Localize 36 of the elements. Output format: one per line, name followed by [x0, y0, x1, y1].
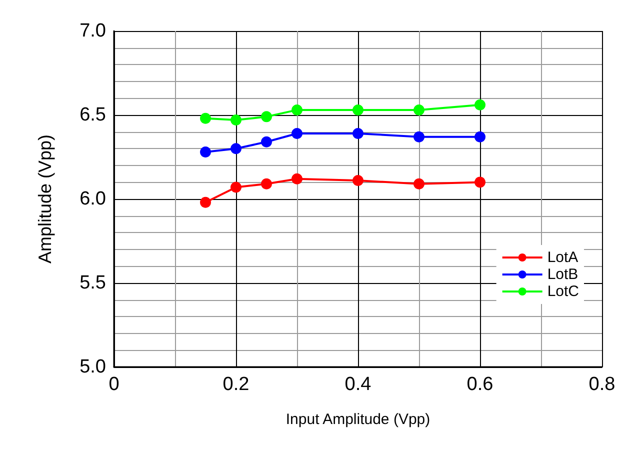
point: [414, 104, 424, 116]
point: [414, 178, 424, 190]
legend-label: LotA: [547, 249, 578, 266]
y-tick-label: 7.0: [80, 20, 106, 42]
x-tick-label: 0.6: [466, 374, 494, 395]
y-tick-label: 6.5: [80, 104, 106, 126]
x-tick-label: 0: [108, 374, 120, 395]
point: [474, 99, 486, 110]
x-tick-label: 0.4: [344, 374, 372, 395]
point: [261, 136, 272, 148]
y-axis-title: Amplitude (Vpp): [35, 134, 55, 264]
point: [230, 143, 242, 154]
point: [292, 104, 302, 116]
legend-label: LotC: [547, 283, 580, 300]
y-tick-label: 6.0: [80, 188, 106, 210]
y-tick-label: 5.5: [80, 272, 106, 294]
point: [261, 111, 272, 122]
point: [414, 131, 424, 142]
point: [200, 146, 211, 158]
y-tick-label: 5.0: [80, 356, 106, 378]
point: [292, 128, 302, 139]
point: [200, 196, 211, 208]
point: [352, 128, 364, 139]
point: [230, 114, 242, 126]
point: [474, 131, 486, 142]
point: [352, 175, 364, 186]
point: [230, 182, 242, 193]
point: [200, 112, 211, 124]
point: [261, 178, 272, 190]
x-axis-title: Input Amplitude (Vpp): [286, 411, 430, 428]
point: [474, 176, 486, 188]
legend-label: LotB: [547, 266, 578, 283]
x-tick-label: 0.8: [588, 374, 616, 395]
point: [292, 173, 302, 184]
point: [352, 104, 364, 116]
x-tick-label: 0.2: [222, 374, 250, 395]
